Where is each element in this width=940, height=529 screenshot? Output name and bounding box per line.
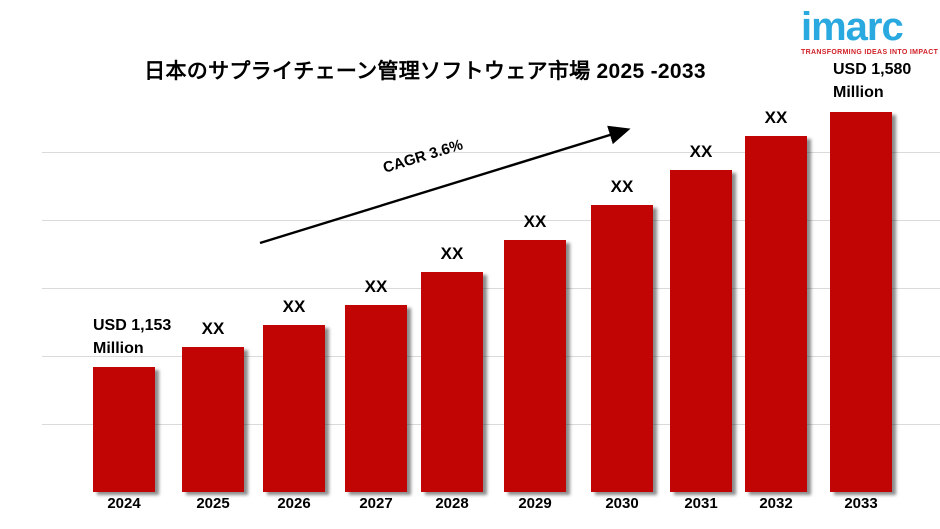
cagr-annotation: CAGR 3.6%	[381, 136, 465, 177]
bar-value-label-2027: XX	[364, 277, 388, 296]
bar-value-label-2029: XX	[523, 212, 547, 231]
imarc-logo-tagline: TRANSFORMING IDEAS INTO IMPACT	[801, 49, 939, 56]
value-callout-2033-line2: Million	[833, 84, 884, 101]
bar-2032	[745, 136, 807, 492]
bar-value-label-2032: XX	[764, 108, 788, 127]
x-axis-label-2024: 2024	[107, 495, 141, 512]
value-callout-2024-line2: Million	[93, 340, 144, 357]
bar-value-label-2028: XX	[440, 244, 464, 263]
bar-2028	[421, 272, 483, 492]
value-callout-2033-line1: USD 1,580	[833, 61, 912, 78]
chart-title: 日本のサプライチェーン管理ソフトウェア市場 2025 -2033	[144, 60, 706, 83]
gridline	[42, 356, 940, 357]
gridline	[42, 424, 940, 425]
bar-2031	[670, 170, 732, 492]
value-callout-2033: USD 1,580 Million	[833, 58, 911, 104]
x-axis-label-2032: 2032	[759, 495, 793, 512]
x-axis-label-2029: 2029	[518, 495, 552, 512]
imarc-logo: imarc TRANSFORMING IDEAS INTO IMPACT	[801, 5, 939, 56]
bar-value-label-2026: XX	[282, 297, 306, 316]
bar-2030	[591, 205, 653, 492]
x-axis-label-2025: 2025	[196, 495, 230, 512]
bar-2033	[830, 112, 892, 492]
bar-2029	[504, 240, 566, 492]
x-axis-label-2033: 2033	[844, 495, 878, 512]
bar-2027	[345, 305, 407, 492]
bar-2025	[182, 347, 244, 492]
bar-value-label-2031: XX	[689, 142, 713, 161]
value-callout-2024-line1: USD 1,153	[93, 317, 172, 334]
imarc-logo-text: imarc	[801, 5, 904, 49]
bar-2026	[263, 325, 325, 492]
x-axis-label-2026: 2026	[277, 495, 311, 512]
x-axis-label-2031: 2031	[684, 495, 718, 512]
x-axis-label-2030: 2030	[605, 495, 639, 512]
gridline	[42, 288, 940, 289]
value-callout-2024: USD 1,153 Million	[93, 314, 171, 360]
x-axis-label-2027: 2027	[359, 495, 393, 512]
bar-value-label-2025: XX	[201, 319, 225, 338]
bar-2024	[93, 367, 155, 492]
bar-value-label-2030: XX	[610, 177, 634, 196]
x-axis-label-2028: 2028	[435, 495, 469, 512]
